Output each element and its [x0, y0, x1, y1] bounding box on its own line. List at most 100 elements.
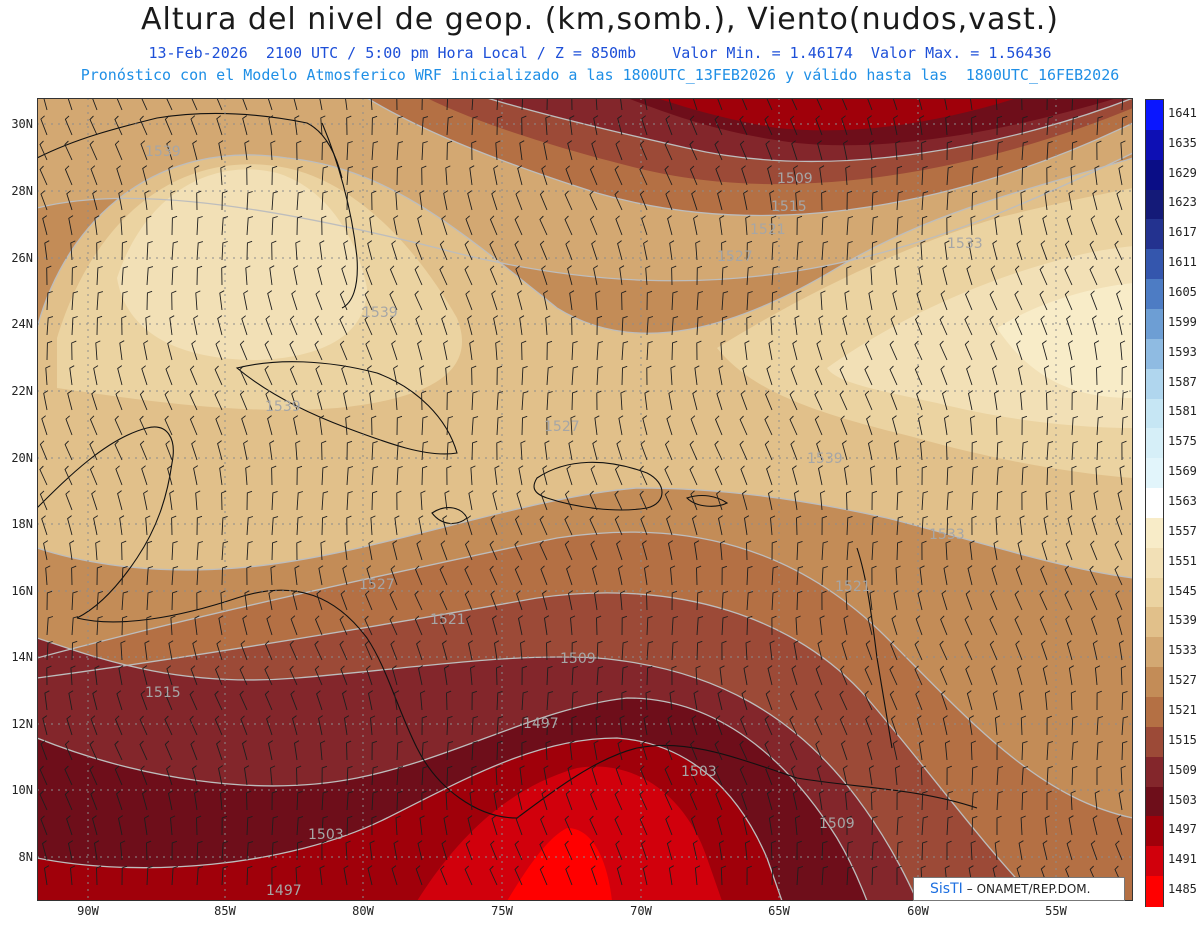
wind-barb: [296, 215, 303, 236]
wind-barb: [391, 340, 398, 361]
wind-barb: [894, 440, 900, 461]
wind-barb: [96, 640, 102, 661]
wind-barb: [791, 465, 798, 486]
wind-barb: [490, 515, 498, 536]
wind-barb: [544, 440, 550, 461]
contour-label: 1521: [750, 222, 786, 238]
wind-barb: [596, 366, 603, 386]
wind-barb: [966, 265, 973, 286]
wind-barb: [96, 616, 103, 636]
wind-barb: [1071, 741, 1079, 761]
wind-barb: [539, 190, 548, 211]
wind-barb: [619, 265, 625, 286]
wind-barb: [1093, 490, 1099, 511]
wind-barb: [546, 415, 552, 436]
wind-barb: [966, 365, 973, 386]
wind-barb: [346, 791, 354, 811]
wind-barb: [471, 365, 477, 386]
wind-barb: [345, 415, 351, 436]
wind-barb: [1065, 540, 1073, 561]
wind-barb: [296, 765, 302, 786]
wind-barb: [246, 790, 252, 811]
wind-barb: [467, 315, 473, 336]
wind-barb: [245, 465, 251, 486]
wind-barb: [1089, 265, 1098, 286]
wind-barb: [1096, 365, 1102, 386]
wind-barb: [614, 790, 623, 811]
wind-barb: [796, 866, 804, 886]
wind-barb: [866, 315, 873, 336]
wind-barb: [639, 790, 648, 811]
wind-barb: [239, 340, 248, 361]
wind-barb: [741, 98, 748, 111]
wind-barb: [371, 415, 377, 436]
wind-barb: [971, 115, 977, 136]
wind-barb: [719, 215, 725, 236]
wind-barb: [39, 465, 48, 486]
wind-barb: [964, 615, 973, 636]
wind-barb: [90, 165, 98, 186]
wind-barb: [543, 290, 549, 311]
gulf-coast-north: [37, 112, 343, 179]
wind-barb: [967, 565, 973, 586]
wind-barb: [414, 615, 423, 636]
wind-barb: [716, 815, 723, 836]
colorbar-label: 1593: [1168, 344, 1197, 359]
colorbar-label: 1551: [1168, 553, 1197, 568]
wind-barb: [464, 565, 473, 586]
wind-barb: [564, 840, 573, 861]
wind-barb: [739, 440, 748, 461]
wind-barb: [90, 715, 98, 736]
wind-barb: [539, 865, 548, 886]
wind-barb: [541, 265, 548, 286]
wind-barb: [116, 690, 123, 711]
wind-barb: [791, 665, 798, 686]
wind-barb: [294, 115, 300, 136]
wind-barb: [390, 565, 398, 586]
wind-barb: [721, 315, 728, 336]
wind-barb: [440, 615, 448, 636]
wind-barb: [846, 841, 854, 861]
wind-barb: [393, 365, 399, 386]
wind-barb: [1091, 515, 1098, 536]
wind-barb: [89, 465, 98, 486]
lat-label: 28N: [11, 184, 33, 198]
wind-barb: [239, 390, 248, 411]
wind-barb: [371, 440, 378, 461]
wind-barb: [996, 490, 1003, 511]
wind-barb: [942, 715, 948, 736]
wind-barb: [346, 440, 353, 461]
wind-barb: [741, 490, 748, 511]
wind-barb: [794, 490, 800, 511]
wind-barb: [270, 565, 276, 586]
wind-barb: [1096, 98, 1099, 111]
wind-barb: [971, 140, 978, 161]
wind-barb: [995, 98, 998, 111]
wind-barb: [617, 240, 623, 261]
wind-barb: [417, 215, 423, 236]
wind-barb: [1044, 690, 1051, 711]
wind-barb: [1015, 640, 1023, 661]
wind-barb: [1071, 390, 1078, 411]
wind-barb: [164, 740, 173, 761]
wind-barb: [617, 115, 623, 136]
wind-barb: [1069, 490, 1075, 511]
wind-barb: [1066, 840, 1073, 861]
wind-barb: [496, 690, 503, 711]
wind-barb: [266, 615, 273, 636]
wind-barb: [471, 765, 477, 786]
wind-barb: [1014, 265, 1023, 286]
wind-barb: [921, 140, 927, 161]
contour-label: 1527: [717, 249, 753, 265]
colorbar-cell: [1146, 697, 1163, 728]
wind-barb: [121, 615, 128, 636]
wind-barb: [239, 690, 248, 711]
wind-barb: [871, 216, 879, 236]
wind-barb: [914, 365, 923, 386]
wind-barb: [221, 565, 228, 586]
wind-barb: [869, 590, 875, 611]
wind-barb: [517, 290, 523, 311]
wind-barb: [343, 240, 349, 261]
wind-barb: [240, 640, 248, 661]
lesser-antilles: [856, 547, 893, 749]
